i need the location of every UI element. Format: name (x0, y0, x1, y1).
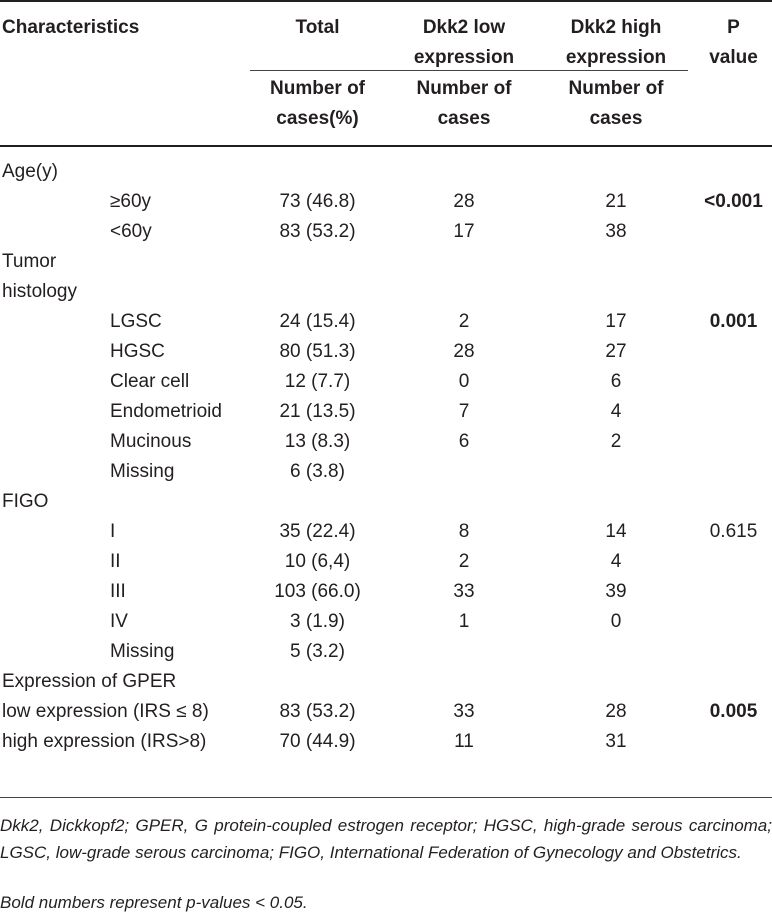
cell-total: 10 (6,4) (284, 551, 351, 572)
cell-dkk2-low: 7 (458, 401, 470, 422)
row-label: Mucinous (110, 431, 192, 452)
cell-total: 5 (3.2) (290, 641, 345, 662)
cell-dkk2-low: 11 (454, 731, 474, 752)
row-label: ≥60y (110, 191, 152, 212)
header-characteristics: Characteristics (2, 17, 140, 38)
cell-dkk2-low: 2 (458, 311, 470, 332)
section-label: Age(y) (2, 161, 58, 182)
cell-total: 80 (51.3) (279, 341, 356, 362)
table-bottom-rule (0, 797, 772, 798)
header-dkk2-high-line2: expression (565, 47, 667, 68)
cell-total: 21 (13.5) (279, 401, 356, 422)
footnote-bold-note: Bold numbers represent p-values < 0.05. (0, 893, 308, 912)
row-label: low expression (IRS ≤ 8) (2, 701, 209, 722)
cell-p-value: 0.615 (709, 521, 758, 542)
cell-total: 83 (53.2) (279, 701, 356, 722)
cell-dkk2-high: 39 (605, 581, 627, 602)
row-label: HGSC (110, 341, 165, 362)
cell-dkk2-low: 33 (453, 581, 475, 602)
cell-total: 83 (53.2) (279, 221, 356, 242)
cell-dkk2-low: 33 (453, 701, 475, 722)
cell-total: 12 (7.7) (284, 371, 351, 392)
row-label: Missing (110, 461, 175, 482)
cell-dkk2-low: 8 (458, 521, 470, 542)
cell-dkk2-high: 4 (610, 551, 622, 572)
header-bottom-rule (0, 145, 772, 147)
cell-dkk2-high: 28 (605, 701, 627, 722)
cell-total: 103 (66.0) (274, 581, 361, 602)
subheader-low-line1: Number of (416, 78, 512, 99)
cell-dkk2-high: 6 (610, 371, 622, 392)
cell-dkk2-high: 4 (610, 401, 622, 422)
cell-dkk2-high: 21 (605, 191, 627, 212)
cell-dkk2-high: 17 (605, 311, 627, 332)
subheader-total-line2: cases(%) (276, 108, 359, 129)
cell-total: 6 (3.8) (290, 461, 345, 482)
cell-dkk2-low: 28 (453, 191, 475, 212)
cell-p-value: 0.001 (709, 311, 758, 332)
cell-p-value: <0.001 (704, 191, 763, 212)
row-label: I (110, 521, 116, 542)
cell-dkk2-low: 0 (458, 371, 470, 392)
row-label: LGSC (110, 311, 162, 332)
header-dkk2-low-line1: Dkk2 low (422, 17, 506, 38)
section-label: Expression of GPER (2, 671, 177, 692)
cell-total: 73 (46.8) (279, 191, 356, 212)
row-label: <60y (110, 221, 152, 242)
header-p-line2: value (709, 47, 758, 68)
row-label: Clear cell (110, 371, 190, 392)
cell-dkk2-low: 17 (453, 221, 475, 242)
row-label: high expression (IRS>8) (2, 731, 207, 752)
cell-dkk2-low: 1 (458, 611, 470, 632)
cell-dkk2-high: 14 (605, 521, 627, 542)
cell-total: 24 (15.4) (279, 311, 356, 332)
section-label: Tumor (2, 251, 57, 272)
subheader-high-line1: Number of (568, 78, 664, 99)
header-sub-rule (250, 70, 688, 71)
cell-dkk2-low: 28 (453, 341, 475, 362)
cell-dkk2-low: 2 (458, 551, 470, 572)
subheader-total-line1: Number of (270, 78, 365, 99)
cell-dkk2-high: 0 (610, 611, 622, 632)
row-label: III (110, 581, 126, 602)
row-label: IV (110, 611, 128, 632)
footnote-abbreviations: Dkk2, Dickkopf2; GPER, G protein-coupled… (0, 816, 772, 862)
header-dkk2-high-line1: Dkk2 high (570, 17, 662, 38)
header-total: Total (295, 17, 340, 38)
cell-total: 70 (44.9) (279, 731, 356, 752)
cell-dkk2-high: 31 (605, 731, 627, 752)
cell-dkk2-low: 6 (458, 431, 470, 452)
table-top-rule (0, 0, 772, 2)
section-label: FIGO (2, 491, 49, 512)
section-label: histology (2, 281, 77, 302)
cell-dkk2-high: 2 (610, 431, 622, 452)
row-label: Endometrioid (110, 401, 222, 422)
cell-p-value: 0.005 (709, 701, 758, 722)
row-label: Missing (110, 641, 175, 662)
header-p-line1: P (727, 17, 740, 38)
header-dkk2-low-line2: expression (413, 47, 515, 68)
cell-total: 35 (22.4) (279, 521, 356, 542)
subheader-low-line2: cases (437, 108, 491, 129)
subheader-high-line2: cases (589, 108, 643, 129)
cell-total: 3 (1.9) (290, 611, 345, 632)
cell-dkk2-high: 38 (605, 221, 627, 242)
cell-total: 13 (8.3) (284, 431, 351, 452)
cell-dkk2-high: 27 (605, 341, 627, 362)
row-label: II (110, 551, 121, 572)
